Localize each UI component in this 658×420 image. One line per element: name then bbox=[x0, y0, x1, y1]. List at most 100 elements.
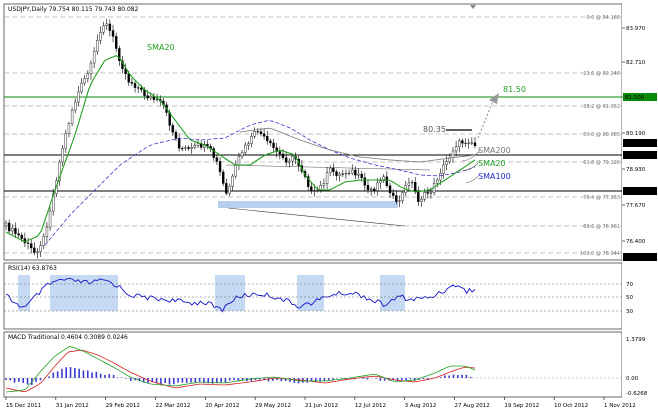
candle-body bbox=[108, 23, 112, 31]
candle-body bbox=[184, 147, 187, 149]
candle-body bbox=[17, 233, 20, 236]
candle-body bbox=[332, 167, 335, 172]
candle-body bbox=[470, 142, 474, 144]
candle-body bbox=[130, 81, 134, 84]
candle-body bbox=[190, 146, 193, 149]
candle-body bbox=[256, 131, 260, 133]
main-panel[interactable] bbox=[3, 3, 623, 261]
candle-body bbox=[310, 186, 313, 192]
rsi-level-label: 50 bbox=[626, 295, 633, 301]
candle-body bbox=[140, 87, 143, 90]
pointer-line bbox=[465, 175, 479, 184]
sma200-label: SMA200 bbox=[478, 146, 511, 155]
candle-body bbox=[363, 177, 367, 186]
price-label: 77.670 bbox=[626, 203, 646, 209]
candle-body bbox=[244, 144, 247, 153]
macd-level-label: -0.6268 bbox=[626, 391, 648, 397]
candle-body bbox=[105, 23, 108, 26]
candle-body bbox=[347, 172, 351, 174]
candle-body bbox=[436, 179, 439, 184]
candle-body bbox=[155, 98, 159, 100]
fib-label: 50.0 @ 80.085 bbox=[583, 132, 620, 138]
candle-body bbox=[149, 96, 152, 99]
fib-label: 61.8 @ 79.126 bbox=[583, 160, 620, 166]
date-label: 27 Aug 2012 bbox=[455, 403, 490, 409]
macd-panel[interactable] bbox=[3, 331, 623, 398]
rsi-zone bbox=[18, 275, 30, 311]
candle-body bbox=[360, 173, 363, 178]
candle-body bbox=[228, 186, 231, 194]
candle-body bbox=[92, 51, 96, 64]
candle-body bbox=[193, 145, 197, 148]
price-box-label: 78.263 bbox=[625, 189, 645, 195]
candle-body bbox=[284, 157, 288, 163]
price-box bbox=[623, 187, 657, 195]
candle-body bbox=[212, 148, 215, 158]
rsi-title: RSI(14) 63.8763 bbox=[8, 265, 57, 272]
candle-body bbox=[325, 172, 329, 184]
candle-body bbox=[266, 136, 269, 142]
fib-label: 100.0 @ 76.044 bbox=[580, 251, 620, 257]
candle-body bbox=[36, 251, 39, 253]
candle-body bbox=[96, 40, 99, 52]
candle-body bbox=[335, 171, 338, 176]
date-label: 10 Oct 2012 bbox=[554, 403, 588, 409]
candle-body bbox=[74, 101, 77, 111]
candle-body bbox=[379, 180, 382, 184]
candle-body bbox=[42, 236, 45, 246]
candle-body bbox=[7, 222, 11, 232]
rsi-level-label: 70 bbox=[626, 282, 633, 288]
candle-body bbox=[445, 161, 448, 166]
candle-body bbox=[329, 167, 332, 173]
candle-body bbox=[351, 169, 354, 174]
candle-body bbox=[454, 146, 458, 152]
pointer-line bbox=[461, 149, 481, 162]
candle-body bbox=[417, 191, 420, 202]
candle-body bbox=[118, 48, 121, 61]
candle-body bbox=[83, 78, 86, 84]
candle-body bbox=[14, 228, 17, 234]
candle-body bbox=[171, 125, 175, 133]
date-label: 29 Feb 2012 bbox=[106, 403, 140, 409]
candle-body bbox=[467, 142, 470, 144]
target-arrow bbox=[477, 100, 494, 139]
chart-shift-marker-icon[interactable] bbox=[470, 5, 476, 9]
price-label: 78.930 bbox=[626, 167, 646, 173]
price-box-label: 76.000 bbox=[625, 255, 645, 261]
candle-body bbox=[429, 192, 433, 194]
candle-body bbox=[420, 198, 423, 202]
fib-label: 0.0 @ 84.168 bbox=[586, 15, 620, 21]
candle-body bbox=[221, 171, 225, 184]
candle-body bbox=[423, 192, 426, 200]
candle-body bbox=[67, 123, 71, 134]
candle-body bbox=[278, 151, 282, 155]
candle-body bbox=[146, 95, 149, 99]
candle-body bbox=[366, 185, 370, 190]
date-label: 12 Jul 2012 bbox=[355, 403, 386, 409]
macd-main-line bbox=[5, 346, 476, 393]
sma200-line bbox=[239, 127, 476, 163]
candle-body bbox=[61, 148, 64, 163]
candle-body bbox=[464, 142, 467, 144]
candle-body bbox=[269, 140, 272, 144]
candle-body bbox=[461, 140, 464, 144]
date-label: 21 Jun 2012 bbox=[305, 403, 338, 409]
rsi-indicator bbox=[5, 275, 476, 313]
candle-body bbox=[306, 176, 310, 187]
rsi-zone bbox=[380, 275, 405, 311]
high-label: 80.35 bbox=[423, 125, 446, 134]
axis-labels: 83.97082.71081.45080.19078.93077.67076.4… bbox=[4, 26, 657, 409]
price-axis bbox=[622, 4, 658, 397]
moving-averages bbox=[5, 54, 476, 246]
candle-body bbox=[99, 32, 102, 41]
fib-label: 76.4 @ 77.953 bbox=[583, 195, 620, 201]
candle-body bbox=[369, 188, 373, 190]
candle-body bbox=[376, 182, 379, 191]
macd-signal-line bbox=[5, 349, 476, 393]
trend-line bbox=[225, 164, 431, 171]
support-zone-rect bbox=[218, 201, 398, 208]
candle-body bbox=[225, 183, 228, 194]
date-label: 3 Aug 2012 bbox=[405, 403, 437, 409]
